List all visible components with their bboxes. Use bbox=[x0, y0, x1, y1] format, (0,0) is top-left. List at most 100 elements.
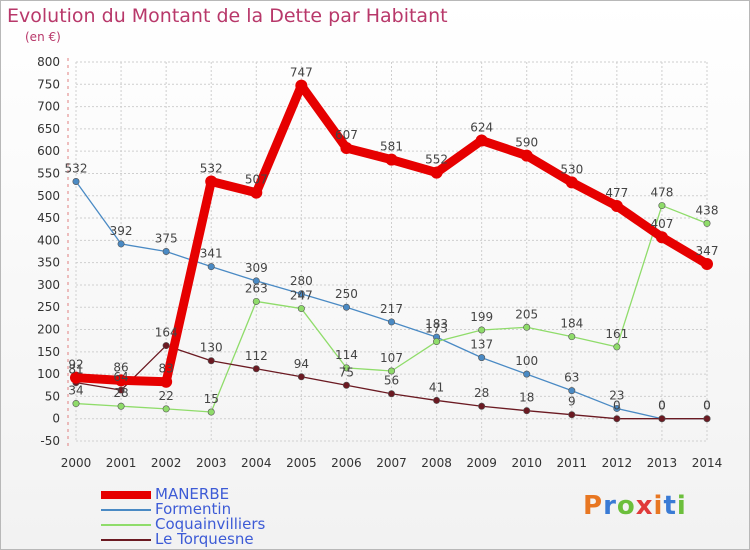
data-point bbox=[568, 387, 576, 395]
data-label: 28 bbox=[113, 386, 128, 400]
data-point bbox=[613, 343, 621, 351]
data-point bbox=[252, 365, 260, 373]
data-label: 532 bbox=[200, 161, 223, 175]
x-tick-label: 2009 bbox=[466, 456, 497, 470]
data-point bbox=[207, 357, 215, 365]
proxiti-logo: Proxiti bbox=[583, 491, 687, 521]
data-point bbox=[117, 240, 125, 248]
data-label: 75 bbox=[339, 365, 354, 379]
data-point bbox=[342, 364, 350, 372]
data-point bbox=[701, 257, 713, 270]
data-label: 581 bbox=[380, 140, 403, 154]
data-label: 280 bbox=[290, 274, 313, 288]
data-point bbox=[72, 400, 80, 408]
data-label: 552 bbox=[425, 153, 448, 167]
data-label: 217 bbox=[380, 302, 403, 316]
data-label: 205 bbox=[515, 307, 538, 321]
x-tick-label: 2001 bbox=[106, 456, 137, 470]
data-label: 0 bbox=[703, 399, 711, 413]
data-point bbox=[658, 415, 666, 423]
data-label: 341 bbox=[200, 247, 223, 261]
data-label: 0 bbox=[658, 399, 666, 413]
data-point bbox=[252, 297, 260, 305]
legend-label: Coquainvilliers bbox=[155, 515, 266, 533]
x-tick-label: 2007 bbox=[376, 456, 407, 470]
data-point bbox=[610, 200, 623, 213]
data-point bbox=[162, 342, 170, 350]
data-point bbox=[703, 415, 711, 423]
data-label: 173 bbox=[425, 322, 448, 336]
data-point bbox=[162, 405, 170, 413]
data-point bbox=[250, 186, 263, 199]
data-point bbox=[252, 277, 260, 285]
data-point bbox=[387, 318, 395, 326]
x-tick-label: 2003 bbox=[196, 456, 227, 470]
data-label: 92 bbox=[68, 358, 83, 372]
data-label: 23 bbox=[609, 388, 624, 402]
data-label: 22 bbox=[159, 389, 174, 403]
data-label: 86 bbox=[113, 360, 128, 374]
data-label: 0 bbox=[658, 399, 666, 413]
y-tick-label: 800 bbox=[37, 55, 60, 69]
y-tick-label: 750 bbox=[37, 77, 60, 91]
data-label: 347 bbox=[696, 244, 719, 258]
data-label: 94 bbox=[294, 357, 309, 371]
x-tick-label: 2006 bbox=[331, 456, 362, 470]
data-label: 107 bbox=[380, 351, 403, 365]
data-label: 747 bbox=[290, 66, 313, 80]
data-point bbox=[117, 402, 125, 410]
x-tick-label: 2005 bbox=[286, 456, 317, 470]
data-point bbox=[475, 134, 488, 147]
data-label: 263 bbox=[245, 281, 268, 295]
y-tick-label: 250 bbox=[37, 300, 60, 314]
x-tick-label: 2010 bbox=[511, 456, 542, 470]
data-label: 164 bbox=[155, 326, 178, 340]
data-label: 392 bbox=[110, 224, 133, 238]
data-label: 183 bbox=[425, 317, 448, 331]
data-point bbox=[433, 396, 441, 404]
data-label: 100 bbox=[515, 354, 538, 368]
legend-swatch bbox=[101, 524, 151, 526]
data-label: 18 bbox=[519, 391, 534, 405]
x-tick-label: 2013 bbox=[647, 456, 678, 470]
x-tick-label: 2012 bbox=[602, 456, 633, 470]
data-point bbox=[433, 338, 441, 346]
y-tick-label: 700 bbox=[37, 100, 60, 114]
data-label: 112 bbox=[245, 349, 268, 363]
y-tick-label: -50 bbox=[40, 434, 60, 448]
data-label: 530 bbox=[560, 162, 583, 176]
legend-swatch bbox=[101, 509, 151, 511]
legend-swatch bbox=[101, 491, 151, 499]
data-point bbox=[478, 402, 486, 410]
data-label: 199 bbox=[470, 310, 493, 324]
data-point bbox=[207, 263, 215, 271]
data-label: 407 bbox=[650, 217, 673, 231]
y-tick-label: 200 bbox=[37, 323, 60, 337]
data-point bbox=[655, 231, 668, 244]
data-label: 56 bbox=[384, 374, 399, 388]
data-point bbox=[70, 371, 82, 384]
y-tick-label: 350 bbox=[37, 256, 60, 270]
data-label: 130 bbox=[200, 341, 223, 355]
data-point bbox=[613, 404, 621, 412]
data-point bbox=[297, 305, 305, 313]
data-point bbox=[160, 375, 173, 388]
y-tick-label: 450 bbox=[37, 211, 60, 225]
data-label: 375 bbox=[155, 232, 178, 246]
data-label: 309 bbox=[245, 261, 268, 275]
data-label: 28 bbox=[474, 386, 489, 400]
data-label: 478 bbox=[650, 186, 673, 200]
data-label: 63 bbox=[564, 371, 579, 385]
y-tick-label: 100 bbox=[37, 367, 60, 381]
data-label: 590 bbox=[515, 136, 538, 150]
data-point bbox=[295, 79, 308, 92]
data-label: 184 bbox=[560, 317, 583, 331]
data-point bbox=[523, 323, 531, 331]
data-label: 0 bbox=[703, 399, 711, 413]
data-label: 607 bbox=[335, 128, 358, 142]
legend-label: Formentin bbox=[155, 500, 232, 518]
x-tick-label: 2014 bbox=[692, 456, 723, 470]
data-label: 507 bbox=[245, 173, 268, 187]
data-label: 64 bbox=[113, 370, 128, 384]
